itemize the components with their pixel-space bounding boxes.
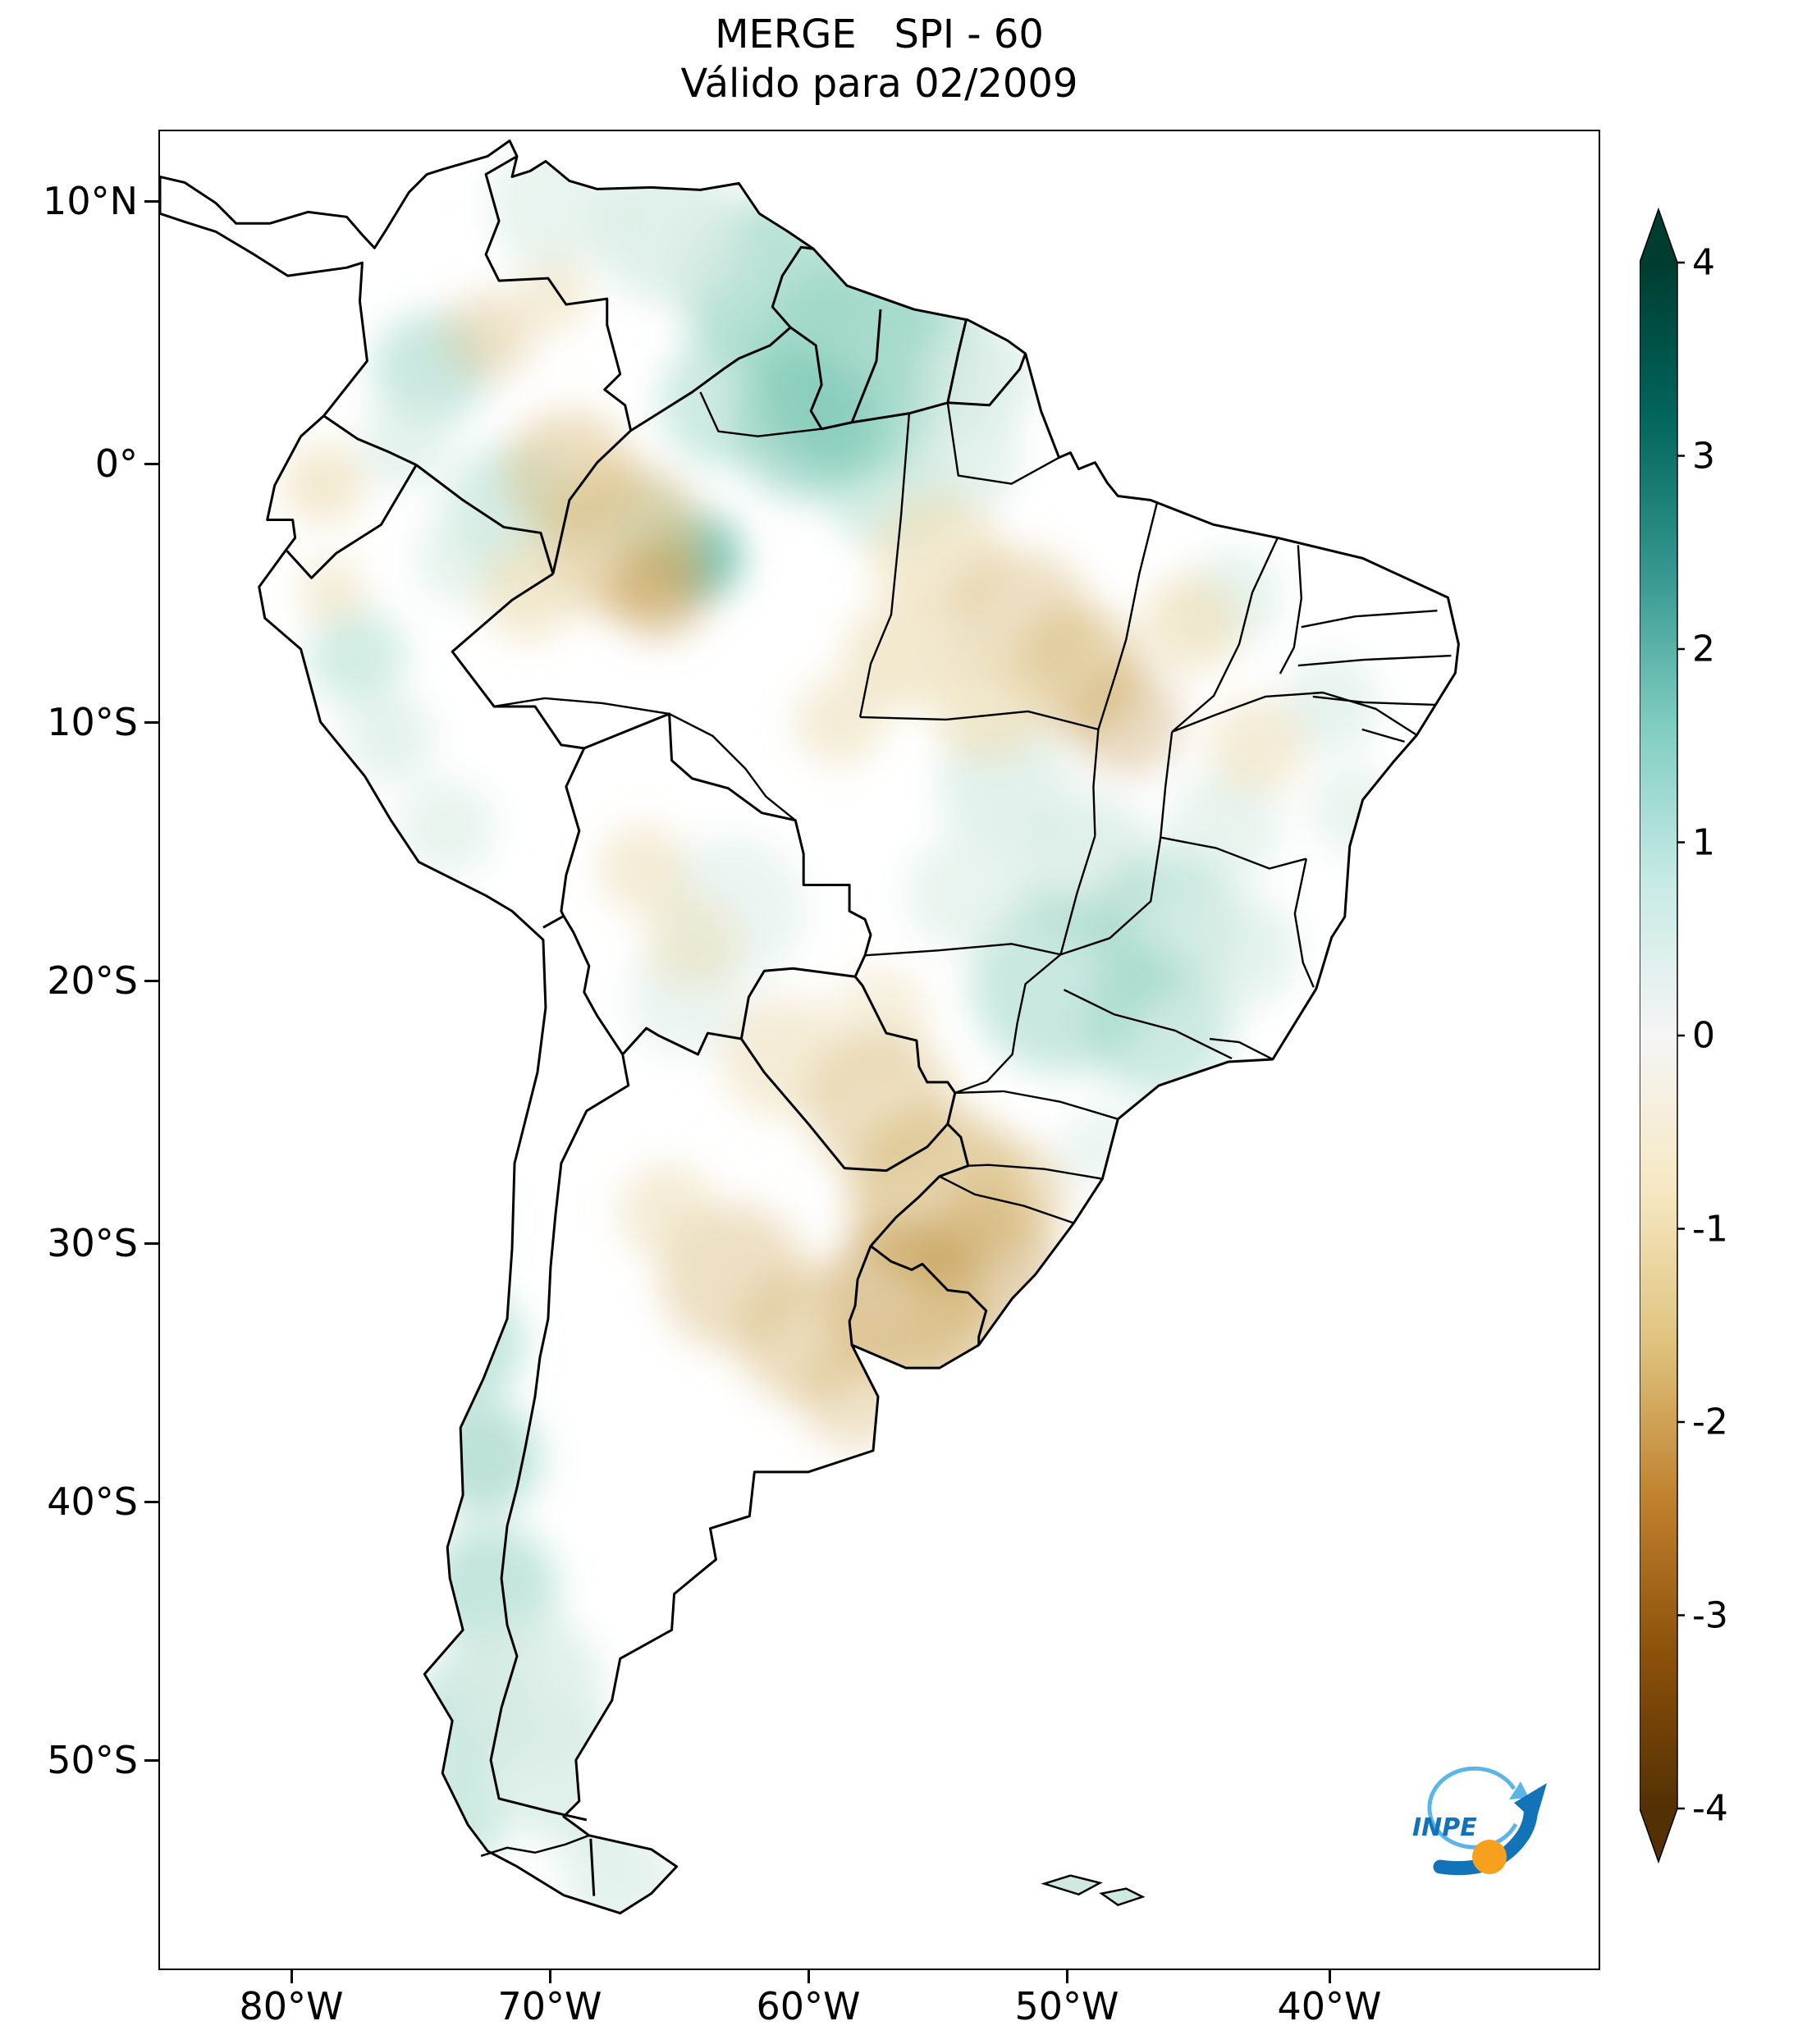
inpe-arrow-head-icon — [1514, 1783, 1547, 1822]
y-tick-label: 40°S — [47, 1479, 138, 1524]
colorbar-gradient — [1640, 207, 1678, 1864]
y-tick-label: 0° — [94, 441, 138, 486]
colorbar-tick-label: 0 — [1692, 1014, 1715, 1057]
colorbar-tick-label: 1 — [1692, 821, 1715, 864]
colorbar-tick-marks — [1677, 261, 1685, 1810]
colorbar-tick-label: -2 — [1692, 1401, 1728, 1443]
y-tick-label: 50°S — [47, 1738, 138, 1782]
y-tick-mark — [144, 721, 158, 724]
title-block: MERGE SPI - 60 Válido para 02/2009 — [158, 10, 1600, 108]
colorbar-tick-label: -3 — [1692, 1594, 1728, 1637]
colorbar-tick-label: -4 — [1692, 1787, 1728, 1830]
x-tick-label: 70°W — [497, 1984, 602, 2028]
x-tick-mark — [807, 1970, 810, 1983]
y-tick-mark — [144, 463, 158, 465]
y-tick-mark — [144, 1759, 158, 1762]
inpe-orbit-arrowhead-icon — [1509, 1781, 1529, 1799]
x-tick-mark — [1329, 1970, 1331, 1983]
x-tick-label: 50°W — [1014, 1984, 1119, 2028]
x-tick-label: 80°W — [239, 1984, 344, 2028]
colorbar-tick-label: 2 — [1692, 628, 1715, 670]
colorbar — [1640, 207, 1685, 1864]
x-tick-mark — [291, 1970, 293, 1983]
y-tick-mark — [144, 1242, 158, 1245]
magellan-strait — [480, 1834, 590, 1857]
figure-title: MERGE SPI - 60 — [715, 11, 1044, 57]
x-tick-mark — [549, 1970, 551, 1983]
y-tick-mark — [144, 1501, 158, 1503]
colorbar-tick-label: 4 — [1692, 241, 1715, 284]
y-tick-label: 30°S — [47, 1221, 138, 1265]
y-tick-mark — [144, 980, 158, 982]
x-tick-mark — [1066, 1970, 1068, 1983]
y-tick-label: 10°N — [43, 179, 138, 223]
x-tick-label: 60°W — [756, 1984, 861, 2028]
inpe-logo: INPE — [1412, 1766, 1547, 1876]
southern-islands — [1041, 1874, 1146, 1907]
inpe-sphere-icon — [1472, 1840, 1507, 1874]
south-america-map — [160, 131, 1599, 1969]
spi-negative-blobs — [282, 258, 1306, 1450]
y-tick-label: 10°S — [47, 700, 138, 744]
x-tick-label: 40°W — [1277, 1984, 1382, 2028]
colorbar-tick-label: -1 — [1692, 1208, 1728, 1251]
colorbar-tick-label: 3 — [1692, 435, 1715, 478]
y-tick-label: 20°S — [47, 958, 138, 1003]
inpe-logo-text: INPE — [1412, 1813, 1477, 1842]
state-borders — [493, 391, 1452, 1224]
map-plot — [158, 130, 1600, 1970]
figure-subtitle: Válido para 02/2009 — [680, 61, 1078, 107]
y-tick-mark — [144, 200, 158, 203]
